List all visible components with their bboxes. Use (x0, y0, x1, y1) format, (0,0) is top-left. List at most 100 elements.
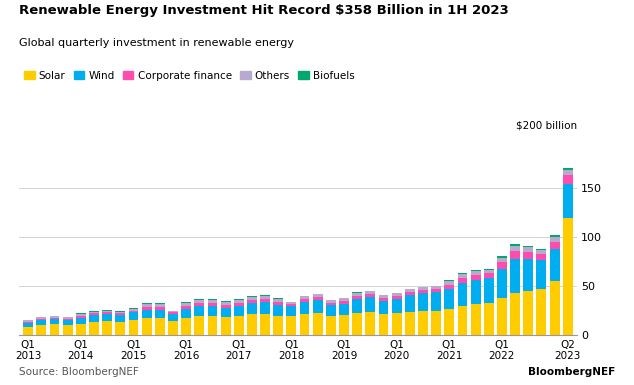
Bar (221, 308, 231, 317)
Bar (195, 303, 204, 306)
Bar (550, 242, 559, 249)
Bar (510, 246, 520, 251)
Bar (63, 320, 73, 325)
Bar (49, 319, 60, 324)
Bar (470, 275, 481, 280)
Bar (510, 293, 520, 335)
Bar (247, 296, 257, 297)
Bar (63, 317, 73, 319)
Bar (353, 293, 362, 296)
Text: Global quarterly investment in renewable energy: Global quarterly investment in renewable… (19, 38, 294, 49)
Bar (89, 313, 99, 315)
Bar (207, 306, 217, 316)
Bar (536, 254, 547, 260)
Bar (497, 298, 507, 335)
Bar (234, 306, 243, 316)
Bar (221, 302, 231, 305)
Bar (247, 297, 257, 300)
Bar (273, 302, 283, 305)
Bar (76, 324, 86, 335)
Bar (470, 280, 481, 304)
Bar (260, 295, 270, 296)
Bar (195, 306, 204, 316)
Bar (458, 273, 467, 275)
Bar (168, 315, 178, 321)
Bar (523, 252, 533, 259)
Bar (89, 315, 99, 322)
Bar (234, 300, 243, 303)
Bar (536, 260, 547, 289)
Bar (260, 296, 270, 299)
Bar (181, 309, 191, 318)
Bar (260, 302, 270, 315)
Bar (563, 218, 573, 335)
Bar (497, 258, 507, 262)
Bar (115, 322, 126, 335)
Bar (115, 315, 126, 322)
Bar (23, 320, 33, 322)
Text: Source: BloombergNEF: Source: BloombergNEF (19, 367, 139, 377)
Bar (563, 175, 573, 184)
Bar (444, 285, 454, 289)
Bar (378, 298, 389, 301)
Bar (326, 303, 336, 305)
Bar (129, 308, 138, 309)
Bar (207, 299, 217, 300)
Bar (353, 313, 362, 335)
Bar (353, 292, 362, 293)
Bar (313, 313, 323, 335)
Bar (418, 290, 428, 293)
Bar (76, 315, 86, 316)
Bar (444, 280, 454, 281)
Bar (234, 316, 243, 335)
Bar (102, 321, 112, 335)
Bar (49, 318, 60, 319)
Bar (510, 259, 520, 293)
Bar (155, 306, 165, 310)
Bar (523, 291, 533, 335)
Bar (550, 237, 559, 242)
Bar (129, 309, 138, 311)
Bar (378, 315, 389, 335)
Bar (326, 300, 336, 303)
Bar (563, 184, 573, 218)
Bar (300, 302, 309, 315)
Bar (142, 304, 152, 306)
Bar (76, 316, 86, 318)
Bar (378, 295, 389, 298)
Bar (431, 289, 441, 292)
Bar (49, 324, 60, 335)
Bar (23, 322, 33, 323)
Bar (23, 327, 33, 335)
Bar (287, 304, 296, 306)
Bar (470, 304, 481, 335)
Bar (102, 315, 112, 321)
Bar (405, 311, 415, 335)
Bar (247, 303, 257, 315)
Legend: Solar, Wind, Corporate finance, Others, Biofuels: Solar, Wind, Corporate finance, Others, … (24, 71, 354, 81)
Bar (207, 300, 217, 303)
Bar (155, 304, 165, 306)
Bar (563, 168, 573, 170)
Bar (287, 316, 296, 335)
Bar (23, 323, 33, 327)
Bar (326, 316, 336, 335)
Bar (129, 320, 138, 335)
Bar (207, 316, 217, 335)
Bar (76, 318, 86, 324)
Bar (365, 291, 375, 294)
Text: Renewable Energy Investment Hit Record $358 Billion in 1H 2023: Renewable Energy Investment Hit Record $… (19, 4, 508, 17)
Bar (273, 316, 283, 335)
Bar (313, 300, 323, 313)
Bar (89, 322, 99, 335)
Bar (523, 259, 533, 291)
Bar (129, 313, 138, 320)
Bar (195, 300, 204, 303)
Bar (550, 281, 559, 335)
Bar (115, 313, 126, 315)
Bar (102, 313, 112, 315)
Bar (378, 301, 389, 315)
Bar (484, 270, 494, 273)
Bar (497, 269, 507, 298)
Bar (155, 318, 165, 335)
